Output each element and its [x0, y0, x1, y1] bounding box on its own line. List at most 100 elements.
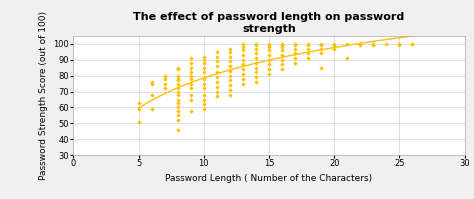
- Point: [252, 66, 260, 69]
- Point: [265, 42, 273, 45]
- Point: [226, 47, 234, 50]
- Point: [187, 87, 194, 90]
- Point: [148, 80, 155, 84]
- Point: [174, 114, 182, 117]
- Point: [278, 63, 286, 66]
- Point: [239, 53, 246, 57]
- Point: [291, 57, 299, 60]
- Point: [265, 72, 273, 76]
- Point: [278, 49, 286, 52]
- Point: [409, 42, 416, 45]
- Point: [239, 63, 246, 66]
- Point: [148, 107, 155, 111]
- Point: [161, 87, 168, 90]
- Point: [187, 61, 194, 64]
- Point: [356, 44, 364, 47]
- Point: [174, 98, 182, 101]
- Point: [213, 76, 220, 79]
- Point: [174, 74, 182, 77]
- Point: [200, 77, 208, 80]
- Point: [200, 82, 208, 85]
- Point: [304, 42, 312, 45]
- Point: [174, 109, 182, 112]
- Point: [304, 57, 312, 60]
- Point: [304, 47, 312, 50]
- Point: [343, 57, 351, 60]
- Point: [213, 55, 220, 58]
- Point: [226, 84, 234, 87]
- Point: [226, 50, 234, 53]
- Point: [226, 69, 234, 72]
- Point: [265, 63, 273, 66]
- Point: [174, 128, 182, 131]
- Point: [200, 98, 208, 101]
- Point: [187, 57, 194, 60]
- Point: [252, 42, 260, 45]
- Point: [239, 68, 246, 71]
- Point: [252, 71, 260, 74]
- Point: [239, 82, 246, 85]
- Point: [213, 85, 220, 88]
- Point: [252, 52, 260, 55]
- Point: [226, 55, 234, 58]
- Point: [226, 74, 234, 77]
- Point: [369, 44, 377, 47]
- Point: [330, 47, 338, 50]
- Point: [174, 87, 182, 90]
- Point: [161, 77, 168, 80]
- Point: [174, 93, 182, 96]
- Point: [395, 42, 403, 45]
- Point: [252, 57, 260, 60]
- Point: [187, 71, 194, 74]
- Point: [265, 44, 273, 47]
- Point: [200, 87, 208, 90]
- Point: [278, 53, 286, 57]
- Point: [265, 45, 273, 49]
- Point: [174, 119, 182, 122]
- X-axis label: Password Length ( Number of the Characters): Password Length ( Number of the Characte…: [165, 174, 373, 183]
- Point: [369, 42, 377, 45]
- Point: [409, 42, 416, 45]
- Point: [213, 90, 220, 93]
- Point: [200, 107, 208, 111]
- Point: [265, 58, 273, 61]
- Point: [291, 61, 299, 64]
- Point: [213, 50, 220, 53]
- Point: [226, 79, 234, 82]
- Point: [200, 61, 208, 64]
- Point: [317, 44, 325, 47]
- Point: [356, 42, 364, 45]
- Point: [317, 42, 325, 45]
- Point: [187, 109, 194, 112]
- Point: [148, 93, 155, 96]
- Point: [187, 77, 194, 80]
- Point: [200, 58, 208, 61]
- Point: [291, 47, 299, 50]
- Point: [226, 60, 234, 63]
- Point: [317, 66, 325, 69]
- Point: [174, 66, 182, 69]
- Point: [278, 68, 286, 71]
- Point: [278, 44, 286, 47]
- Point: [148, 82, 155, 85]
- Point: [135, 120, 142, 123]
- Point: [174, 79, 182, 82]
- Point: [174, 82, 182, 85]
- Point: [252, 61, 260, 64]
- Point: [252, 44, 260, 47]
- Point: [330, 42, 338, 45]
- Point: [304, 44, 312, 47]
- Y-axis label: Password Strength Score (out of 100): Password Strength Score (out of 100): [39, 11, 48, 180]
- Point: [200, 103, 208, 106]
- Point: [200, 71, 208, 74]
- Point: [187, 74, 194, 77]
- Point: [239, 49, 246, 52]
- Point: [317, 47, 325, 50]
- Point: [226, 93, 234, 96]
- Point: [291, 44, 299, 47]
- Point: [239, 58, 246, 61]
- Point: [330, 44, 338, 47]
- Point: [278, 58, 286, 61]
- Point: [265, 53, 273, 57]
- Point: [187, 93, 194, 96]
